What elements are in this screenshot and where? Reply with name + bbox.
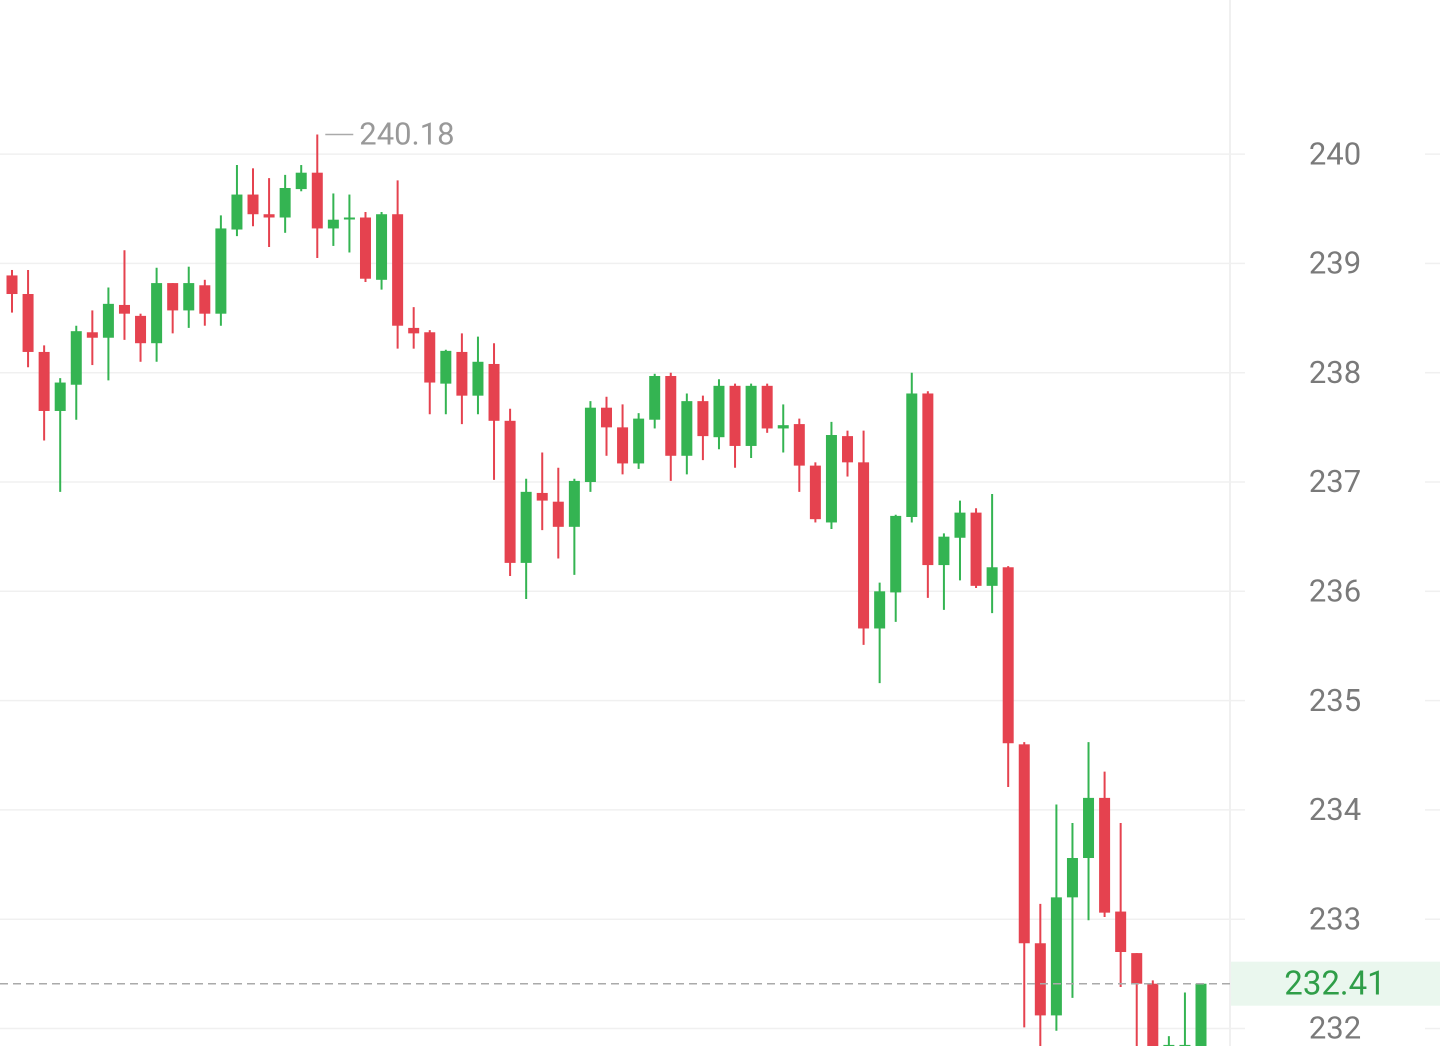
candle-body bbox=[199, 285, 211, 314]
candle-body bbox=[1179, 1044, 1191, 1046]
candle-body bbox=[842, 436, 854, 463]
candle-body bbox=[568, 480, 580, 527]
candle-body bbox=[54, 382, 66, 411]
candle-body bbox=[777, 425, 789, 429]
candle-body bbox=[954, 512, 966, 538]
candle-body bbox=[906, 393, 918, 517]
candle-body bbox=[986, 567, 998, 586]
candle-body bbox=[488, 363, 500, 421]
candle-body bbox=[6, 275, 18, 295]
candle-body bbox=[376, 214, 388, 280]
candle-body bbox=[327, 219, 339, 229]
overlay: 240.18 232.41 bbox=[0, 116, 1440, 1006]
y-tick-label: 234 bbox=[1309, 791, 1361, 828]
candle-body bbox=[1131, 953, 1143, 984]
candle-body bbox=[472, 361, 484, 396]
candle-body bbox=[681, 401, 693, 456]
candle-body bbox=[183, 283, 195, 311]
candle-body bbox=[745, 385, 757, 446]
candle-body bbox=[38, 351, 50, 411]
candle-body bbox=[1018, 744, 1030, 944]
candle-body bbox=[456, 351, 468, 396]
candle-body bbox=[809, 465, 821, 520]
candle-body bbox=[729, 385, 741, 446]
candle-body bbox=[938, 536, 950, 566]
candles bbox=[6, 134, 1207, 1046]
candle-body bbox=[1163, 1044, 1175, 1046]
candle-body bbox=[279, 187, 291, 218]
candle-body bbox=[874, 591, 886, 629]
candle-body bbox=[440, 350, 452, 384]
high-marker-label: 240.18 bbox=[359, 116, 454, 153]
y-tick-label: 236 bbox=[1309, 572, 1361, 609]
candle-body bbox=[102, 303, 114, 338]
candle-body bbox=[793, 424, 805, 466]
candle-body bbox=[118, 304, 130, 314]
candle-body bbox=[1050, 897, 1062, 1016]
candle-body bbox=[1099, 797, 1111, 913]
candle-body bbox=[1195, 983, 1207, 1046]
candle-body bbox=[761, 385, 773, 429]
candle-body bbox=[408, 327, 420, 334]
y-tick-label: 237 bbox=[1309, 463, 1361, 500]
candle-body bbox=[922, 393, 934, 566]
candle-body bbox=[70, 331, 82, 385]
candle-body bbox=[713, 385, 725, 438]
y-tick-label: 235 bbox=[1309, 682, 1361, 719]
y-tick-label: 233 bbox=[1309, 900, 1361, 937]
candle-body bbox=[649, 375, 661, 420]
candle-body bbox=[22, 294, 34, 352]
candle-body bbox=[215, 228, 227, 314]
candle-body bbox=[504, 420, 516, 563]
candle-body bbox=[1083, 797, 1095, 859]
candle-body bbox=[1115, 911, 1127, 953]
grid: 232 233 234 235 236 237 238 239 240 bbox=[0, 135, 1440, 1046]
candle-body bbox=[970, 512, 982, 586]
candle-body bbox=[1147, 983, 1159, 1046]
candle-body bbox=[1002, 567, 1014, 744]
candle-body bbox=[151, 283, 163, 344]
candle-body bbox=[167, 283, 179, 311]
candle-body bbox=[858, 462, 870, 629]
candle-body bbox=[633, 418, 645, 464]
candle-body bbox=[1066, 858, 1078, 898]
candle-body bbox=[1034, 943, 1046, 1016]
candle-body bbox=[697, 401, 709, 437]
candle-body bbox=[552, 501, 564, 527]
candle-body bbox=[890, 515, 902, 593]
candle-body bbox=[135, 315, 147, 344]
last-price-label: 232.41 bbox=[1284, 964, 1385, 1003]
candle-body bbox=[247, 194, 259, 215]
y-tick-label: 238 bbox=[1309, 354, 1361, 391]
candle-body bbox=[295, 172, 307, 190]
candle-body bbox=[584, 407, 596, 483]
candle-body bbox=[392, 214, 404, 326]
candle-body bbox=[601, 407, 612, 428]
candle-body bbox=[825, 435, 837, 523]
candle-body bbox=[665, 375, 677, 456]
candle-body bbox=[311, 172, 323, 229]
candle-body bbox=[343, 217, 355, 220]
last-price-box bbox=[1231, 961, 1440, 1006]
y-tick-label: 232 bbox=[1309, 1010, 1361, 1046]
y-tick-label: 239 bbox=[1309, 245, 1361, 282]
candle-body bbox=[86, 332, 98, 338]
candle-body bbox=[520, 491, 532, 563]
candle-body bbox=[359, 217, 371, 279]
candle-body bbox=[231, 194, 243, 230]
y-tick-label: 240 bbox=[1309, 135, 1361, 172]
candle-body bbox=[536, 492, 548, 501]
candle-body bbox=[617, 427, 629, 464]
candle-body bbox=[424, 332, 436, 383]
candle-body bbox=[263, 214, 275, 218]
